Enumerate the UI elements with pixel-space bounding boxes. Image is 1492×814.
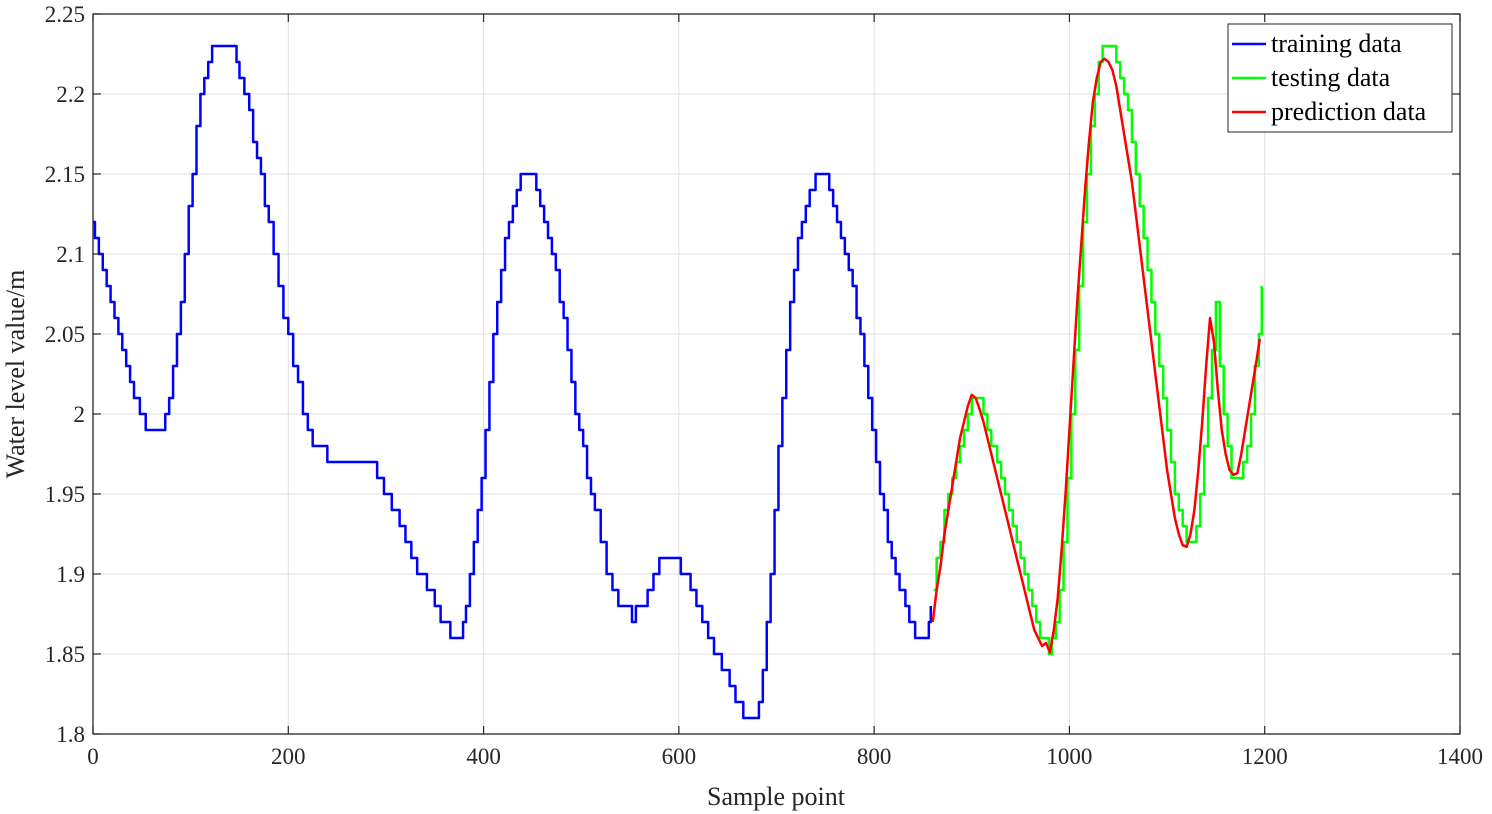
legend-label-training: training data bbox=[1271, 29, 1402, 58]
x-tick-label: 0 bbox=[87, 744, 99, 769]
data-series bbox=[93, 44, 1264, 720]
y-tick-label: 2.05 bbox=[45, 322, 85, 347]
y-tick-label: 2.25 bbox=[45, 2, 85, 27]
series-line-testing-data bbox=[933, 44, 1264, 656]
series-line-prediction-data bbox=[931, 57, 1262, 654]
y-tick-label: 2.2 bbox=[56, 82, 85, 107]
y-tick-label: 1.95 bbox=[45, 482, 85, 507]
y-tick-label: 1.8 bbox=[56, 722, 85, 747]
y-tick-label: 2 bbox=[74, 402, 86, 427]
x-tick-label: 200 bbox=[271, 744, 306, 769]
x-tick-label: 1200 bbox=[1242, 744, 1288, 769]
x-tick-label: 800 bbox=[857, 744, 892, 769]
x-tick-label: 1400 bbox=[1437, 744, 1483, 769]
legend: training data testing data prediction da… bbox=[1227, 23, 1453, 133]
x-tick-label: 400 bbox=[466, 744, 501, 769]
y-axis-ticks: 1.8 1.85 1.9 1.95 2 2.05 2.1 2.15 2.2 2.25 bbox=[45, 2, 1460, 747]
plot-area bbox=[93, 14, 1460, 734]
y-tick-label: 2.15 bbox=[45, 162, 85, 187]
y-tick-label: 2.1 bbox=[56, 242, 85, 267]
legend-label-testing: testing data bbox=[1271, 63, 1391, 92]
legend-label-prediction: prediction data bbox=[1271, 97, 1427, 126]
x-tick-label: 600 bbox=[662, 744, 697, 769]
series-line-training-data bbox=[93, 44, 933, 720]
x-axis-label: Sample point bbox=[707, 782, 846, 811]
y-tick-label: 1.85 bbox=[45, 642, 85, 667]
x-tick-label: 1000 bbox=[1046, 744, 1092, 769]
y-tick-label: 1.9 bbox=[56, 562, 85, 587]
x-axis-ticks: 0 200 400 600 800 1000 1200 1400 bbox=[87, 14, 1483, 769]
plot-frame bbox=[92, 13, 1461, 735]
y-axis-label: Water level value/m bbox=[1, 270, 30, 479]
